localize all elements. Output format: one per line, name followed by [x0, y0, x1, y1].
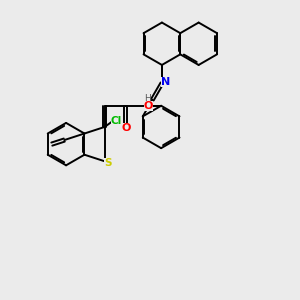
Text: Cl: Cl: [111, 116, 122, 126]
Text: N: N: [161, 77, 170, 87]
Text: O: O: [144, 101, 153, 111]
Text: S: S: [104, 158, 112, 168]
Text: O: O: [121, 123, 130, 133]
Text: H: H: [144, 94, 150, 103]
